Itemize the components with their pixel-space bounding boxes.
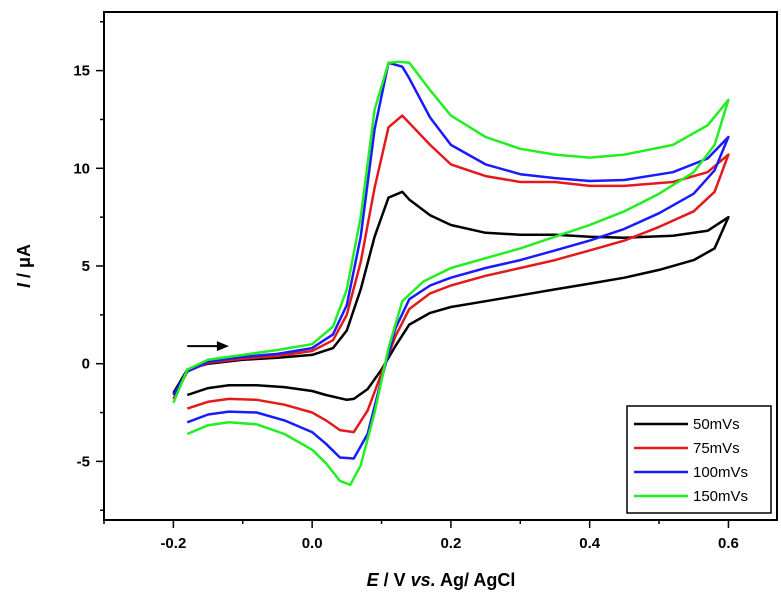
legend-label-150mvs: 150mVs <box>693 488 748 505</box>
series-line-75mvs <box>172 114 730 434</box>
y-tick-label: -5 <box>77 453 90 470</box>
y-tick-label: 0 <box>82 356 90 373</box>
y-axis-title: I / μA <box>14 244 34 288</box>
x-axis-title: E / V vs. Ag/ AgCl <box>367 570 516 590</box>
legend-label-100mvs: 100mVs <box>693 464 748 481</box>
y-tick-label: 5 <box>82 258 90 275</box>
x-tick-label: -0.2 <box>160 535 186 552</box>
series-lines <box>172 60 730 487</box>
arrow-head <box>216 341 229 352</box>
legend-label-50mvs: 50mVs <box>693 416 740 433</box>
y-tick-label: 10 <box>73 160 90 177</box>
x-axis-ticks: -0.2 0.0 0.2 0.4 0.6 <box>103 520 739 552</box>
x-tick-label: 0.6 <box>718 535 739 552</box>
y-axis-ticks: -5 0 5 10 15 <box>73 21 104 511</box>
series-line-150mvs <box>172 60 730 487</box>
x-tick-label: 0.2 <box>440 535 461 552</box>
scan-direction-arrow <box>187 341 229 352</box>
legend-label-75mvs: 75mVs <box>693 440 740 457</box>
series-line-100mvs <box>172 61 730 460</box>
y-tick-label: 15 <box>73 63 90 80</box>
legend: 50mVs 75mVs 100mVs 150mVs <box>626 405 772 514</box>
x-tick-label: 0.4 <box>579 535 601 552</box>
series-line-50mvs <box>172 190 730 402</box>
x-tick-label: 0.0 <box>302 535 323 552</box>
